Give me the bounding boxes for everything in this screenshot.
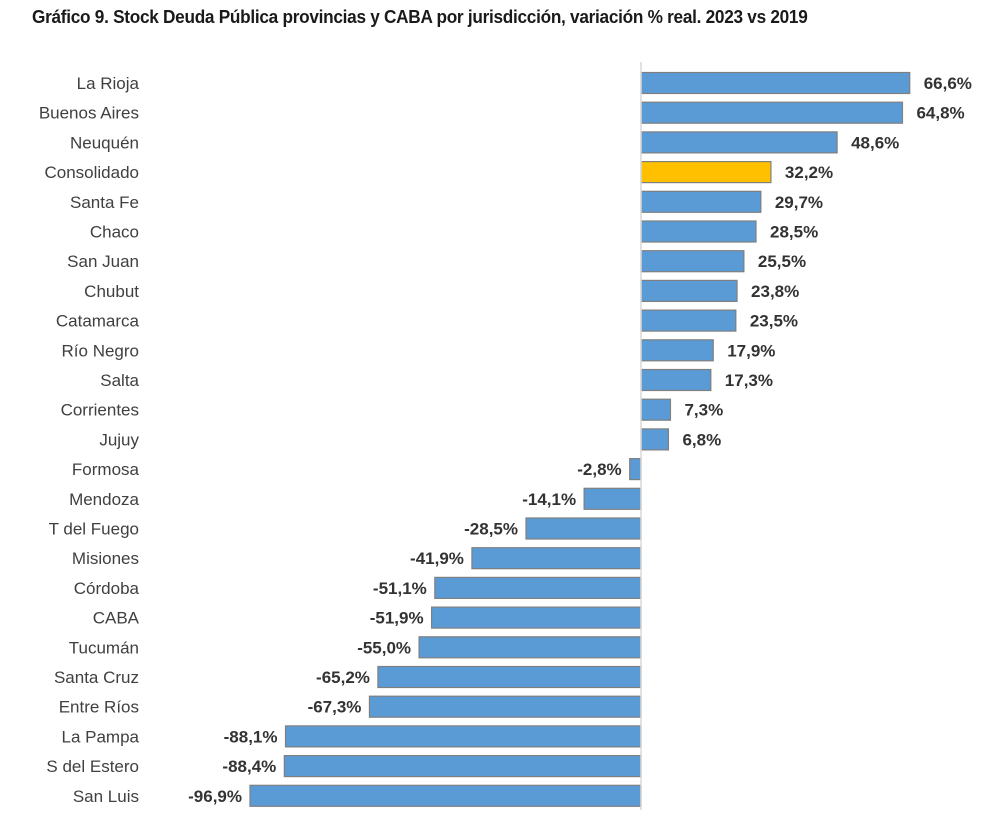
category-label-tucuman: Tucumán	[69, 638, 139, 657]
bar-s-del-estero	[283, 754, 642, 778]
value-label-santa-cruz: -65,2%	[316, 668, 370, 687]
value-label-santa-fe: 29,7%	[775, 193, 823, 212]
value-label-chaco: 28,5%	[770, 223, 818, 242]
category-label-san-luis: San Luis	[73, 787, 139, 806]
value-label-la-rioja: 66,6%	[924, 74, 972, 93]
category-label-s-del-estero: S del Estero	[46, 757, 139, 776]
value-label-catamarca: 23,5%	[750, 312, 798, 331]
value-label-la-pampa: -88,1%	[224, 727, 278, 746]
category-label-la-rioja: La Rioja	[77, 74, 140, 93]
bar-salta	[640, 368, 712, 392]
bar-la-rioja	[640, 71, 911, 95]
bar-chubut	[640, 279, 738, 302]
value-label-salta: 17,3%	[725, 371, 773, 390]
bar-santa-cruz	[377, 665, 642, 689]
bar-caba	[430, 606, 642, 629]
value-label-misiones: -41,9%	[410, 549, 464, 568]
category-label-chaco: Chaco	[90, 223, 139, 242]
category-label-formosa: Formosa	[72, 460, 140, 479]
category-label-catamarca: Catamarca	[56, 312, 140, 331]
bar-buenos-aires	[640, 101, 904, 124]
bar-tucuman	[418, 636, 642, 659]
category-label-mendoza: Mendoza	[69, 490, 139, 509]
bars-group	[249, 71, 911, 807]
category-label-corrientes: Corrientes	[61, 401, 139, 420]
bar-san-juan	[640, 250, 745, 273]
value-label-rio-negro: 17,9%	[727, 341, 775, 360]
chart-title: Gráfico 9. Stock Deuda Pública provincia…	[32, 6, 808, 27]
bar-jujuy	[640, 428, 670, 451]
category-label-santa-fe: Santa Fe	[70, 193, 139, 212]
bar-neuquen	[640, 131, 838, 154]
category-label-consolidado: Consolidado	[44, 163, 139, 182]
value-label-corrientes: 7,3%	[684, 401, 723, 420]
category-label-san-juan: San Juan	[67, 252, 139, 271]
value-label-san-luis: -96,9%	[188, 787, 242, 806]
category-label-cordoba: Córdoba	[74, 579, 140, 598]
category-label-santa-cruz: Santa Cruz	[54, 668, 139, 687]
category-label-salta: Salta	[100, 371, 139, 390]
bar-consolidado	[640, 161, 772, 184]
bar-corrientes	[640, 398, 672, 421]
category-label-la-pampa: La Pampa	[62, 727, 140, 746]
value-label-buenos-aires: 64,8%	[916, 104, 964, 123]
bar-san-luis	[249, 784, 642, 807]
value-label-t-del-fuego: -28,5%	[464, 520, 518, 539]
value-label-neuquen: 48,6%	[851, 133, 899, 152]
category-label-t-del-fuego: T del Fuego	[49, 520, 139, 539]
category-label-neuquen: Neuquén	[70, 133, 139, 152]
category-label-jujuy: Jujuy	[99, 430, 139, 449]
value-label-san-juan: 25,5%	[758, 252, 806, 271]
bar-rio-negro	[640, 339, 714, 362]
value-label-entre-rios: -67,3%	[308, 698, 362, 717]
bar-misiones	[471, 547, 642, 570]
value-label-tucuman: -55,0%	[357, 638, 411, 657]
bar-formosa	[629, 458, 642, 481]
value-label-formosa: -2,8%	[577, 460, 621, 479]
bar-la-pampa	[284, 725, 642, 748]
category-label-entre-rios: Entre Ríos	[59, 698, 139, 717]
bar-santa-fe	[640, 190, 762, 213]
category-label-misiones: Misiones	[72, 549, 139, 568]
value-label-jujuy: 6,8%	[682, 430, 721, 449]
bar-chaco	[640, 220, 757, 243]
value-label-consolidado: 32,2%	[785, 163, 833, 182]
bar-cordoba	[434, 576, 642, 600]
bar-t-del-fuego	[525, 517, 642, 540]
value-labels-group: 66,6% 64,8% 48,6% 32,2% 29,7% 28,5% 25,5% 23,8%…	[188, 74, 972, 806]
value-label-caba: -51,9%	[370, 609, 424, 628]
value-label-mendoza: -14,1%	[522, 490, 576, 509]
category-label-caba: CABA	[93, 609, 140, 628]
category-label-buenos-aires: Buenos Aires	[39, 104, 139, 123]
bar-catamarca	[640, 309, 737, 332]
category-label-rio-negro: Río Negro	[62, 341, 139, 360]
bar-mendoza	[583, 487, 642, 510]
value-label-chubut: 23,8%	[751, 282, 799, 301]
category-label-chubut: Chubut	[84, 282, 139, 301]
category-labels-group: La Rioja Buenos Aires Neuquén Consolidado Sa…	[39, 74, 140, 806]
bar-entre-rios	[368, 695, 642, 718]
value-label-s-del-estero: -88,4%	[222, 757, 276, 776]
value-label-cordoba: -51,1%	[373, 579, 427, 598]
